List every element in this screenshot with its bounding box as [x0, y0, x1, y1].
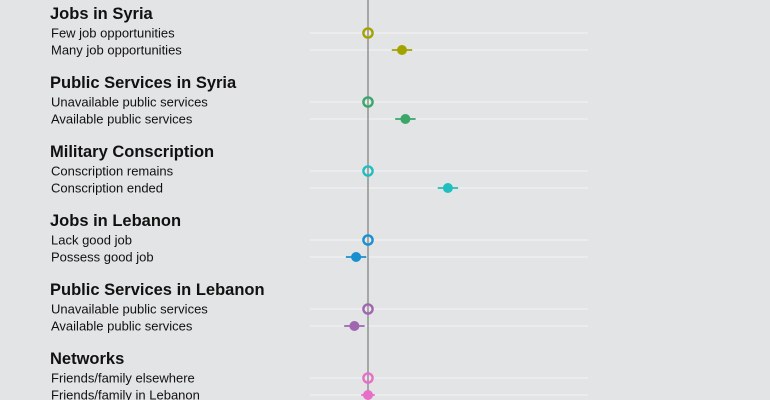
estimate-marker-jobs-in-syria-many-job-opportunities [397, 45, 407, 55]
baseline-marker-public-services-in-lebanon-unavailable-public-services [362, 303, 374, 315]
group-title-military-conscription: Military Conscription [50, 143, 214, 161]
baseline-marker-networks-friends-family-elsewhere [362, 372, 374, 384]
group-title-jobs-in-syria: Jobs in Syria [50, 5, 154, 23]
level-label-networks-friends-family-elsewhere: Friends/family elsewhere [51, 371, 195, 386]
baseline-marker-jobs-in-syria-few-job-opportunities [362, 27, 374, 39]
group-title-public-services-in-syria: Public Services in Syria [50, 74, 237, 92]
group-title-public-services-in-lebanon: Public Services in Lebanon [50, 281, 265, 299]
level-label-military-conscription-conscription-remains: Conscription remains [51, 164, 174, 179]
baseline-marker-military-conscription-conscription-remains [362, 165, 374, 177]
baseline-marker-public-services-in-syria-unavailable-public-services [362, 96, 374, 108]
level-label-jobs-in-lebanon-lack-good-job: Lack good job [51, 233, 132, 248]
grid-lines [310, 32, 588, 396]
level-label-jobs-in-lebanon-possess-good-job: Possess good job [51, 250, 154, 265]
estimate-marker-military-conscription-conscription-ended [442, 183, 453, 193]
level-label-military-conscription-conscription-ended: Conscription ended [51, 181, 163, 196]
level-label-public-services-in-lebanon-unavailable-public-services: Unavailable public services [51, 302, 208, 317]
group-labels: Jobs in Syria Few job opportunities Many j… [50, 5, 265, 400]
level-label-jobs-in-syria-few-job-opportunities: Few job opportunities [51, 26, 175, 41]
level-label-public-services-in-syria-unavailable-public-services: Unavailable public services [51, 95, 208, 110]
level-label-networks-friends-family-in-lebanon: Friends/family in Lebanon [51, 388, 200, 400]
group-title-jobs-in-lebanon: Jobs in Lebanon [50, 212, 181, 230]
level-label-public-services-in-syria-available-public-services: Available public services [51, 112, 193, 127]
level-label-jobs-in-syria-many-job-opportunities: Many job opportunities [51, 43, 182, 58]
level-label-public-services-in-lebanon-available-public-services: Available public services [51, 319, 193, 334]
data-points [344, 27, 459, 400]
estimate-marker-jobs-in-lebanon-possess-good-job [351, 252, 362, 262]
baseline-marker-jobs-in-lebanon-lack-good-job [362, 234, 374, 246]
estimate-marker-public-services-in-syria-available-public-services [400, 114, 411, 124]
group-title-networks: Networks [50, 350, 124, 368]
estimate-marker-networks-friends-family-in-lebanon [363, 390, 373, 400]
estimate-marker-public-services-in-lebanon-available-public-services [349, 321, 360, 331]
